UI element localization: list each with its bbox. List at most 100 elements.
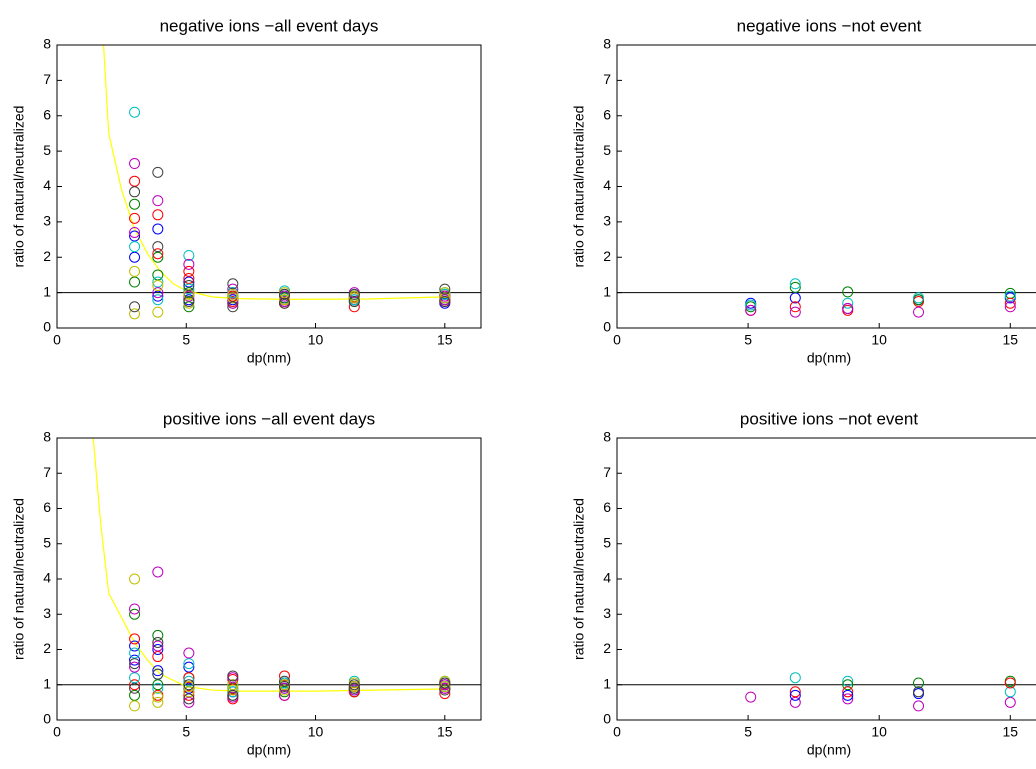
data-point [129, 689, 141, 701]
data-point [279, 670, 291, 682]
subplot: 0 1 2 3 4 5 6 7 8 0 5 10 15 positive ions −not event d… [571, 409, 1036, 758]
y-tick-label: 5 [603, 142, 611, 158]
plot-content [57, 45, 481, 320]
y-tick-label: 4 [43, 177, 51, 193]
data-point [439, 287, 451, 299]
data-point [129, 654, 141, 666]
data-point [789, 686, 801, 698]
data-point [152, 290, 164, 302]
x-tick-label: 0 [613, 332, 621, 348]
data-point [152, 651, 164, 663]
data-point [152, 248, 164, 260]
data-point [913, 700, 925, 712]
data-point [129, 682, 141, 694]
data-point [129, 186, 141, 198]
data-point [152, 691, 164, 703]
y-tick-label: 2 [43, 640, 51, 656]
y-tick-label: 5 [43, 534, 51, 550]
data-point [152, 640, 164, 652]
data-point [183, 686, 195, 698]
data-point [183, 679, 195, 691]
data-point [348, 679, 360, 691]
y-axis-label: ratio of natural/neutralized [11, 106, 27, 268]
data-point [279, 675, 291, 687]
data-point [152, 251, 164, 263]
data-point [227, 278, 239, 290]
axes-frame [616, 44, 1036, 329]
y-axis-label: ratio of natural/neutralized [571, 498, 587, 660]
y-tick-label: 6 [603, 106, 611, 122]
x-tick-label: 5 [182, 332, 190, 348]
data-point [152, 682, 164, 694]
data-point [129, 301, 141, 313]
data-point [183, 288, 195, 300]
data-point [842, 679, 854, 691]
data-point [183, 658, 195, 670]
data-point [842, 286, 854, 298]
y-tick-label: 4 [603, 570, 611, 586]
x-tick-label: 15 [1003, 724, 1019, 740]
data-point [152, 306, 164, 318]
data-point [348, 682, 360, 694]
y-tick-label: 5 [603, 534, 611, 550]
x-tick-label: 0 [53, 332, 61, 348]
y-tick-label: 7 [43, 464, 51, 480]
data-point [183, 249, 195, 261]
x-tick-label: 15 [437, 724, 453, 740]
x-tick-label: 5 [182, 724, 190, 740]
data-point [439, 677, 451, 689]
data-point [152, 629, 164, 641]
data-point [183, 280, 195, 292]
data-point [842, 686, 854, 698]
data-point [842, 297, 854, 309]
y-tick-label: 8 [43, 36, 51, 52]
data-point [439, 684, 451, 696]
data-point [1004, 297, 1016, 309]
y-tick-label: 7 [43, 71, 51, 87]
y-tick-label: 1 [603, 283, 611, 299]
data-point [152, 644, 164, 655]
data-point [129, 672, 141, 684]
data-point [227, 292, 239, 304]
data-point [129, 251, 141, 263]
y-tick-label: 3 [43, 213, 51, 229]
y-tick-label: 3 [603, 605, 611, 621]
data-point [183, 283, 195, 295]
data-point [279, 684, 291, 696]
plot-content [57, 438, 481, 712]
chart-title: positive ions −not event [740, 409, 918, 428]
y-axis-label: ratio of natural/neutralized [571, 106, 587, 268]
data-point [913, 295, 925, 307]
y-tick-label: 7 [603, 71, 611, 87]
subplot: 0 1 2 3 4 5 6 7 8 0 5 10 15 negative ions −all event … [11, 16, 482, 366]
data-point [152, 636, 164, 648]
data-point [279, 689, 291, 701]
x-tick-label: 15 [1003, 332, 1019, 348]
data-point [152, 241, 164, 253]
data-point [183, 295, 195, 307]
data-point [439, 295, 451, 307]
data-point [1004, 290, 1016, 302]
axes-frame [56, 437, 482, 721]
y-tick-label: 3 [43, 605, 51, 621]
y-tick-label: 8 [43, 429, 51, 445]
data-point [789, 672, 801, 684]
plot-content [617, 278, 1036, 318]
data-point [745, 691, 757, 703]
data-point [129, 658, 141, 670]
y-tick-label: 2 [603, 640, 611, 656]
data-point [745, 304, 757, 316]
data-point [129, 633, 141, 645]
data-point [129, 106, 141, 118]
data-point [842, 693, 854, 705]
data-point [745, 299, 757, 311]
y-tick-label: 0 [43, 711, 51, 727]
y-tick-label: 7 [603, 464, 611, 480]
data-point [913, 677, 925, 689]
data-point [183, 276, 195, 288]
x-tick-label: 10 [308, 332, 324, 348]
data-point [129, 265, 141, 277]
y-tick-label: 0 [43, 319, 51, 335]
data-point [227, 297, 239, 309]
